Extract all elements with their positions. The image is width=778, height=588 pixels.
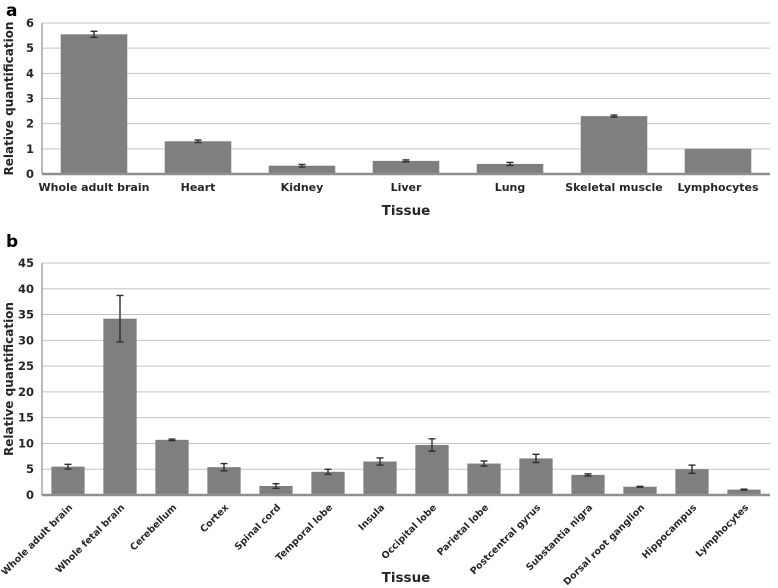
bar [623, 486, 657, 495]
bar [727, 489, 761, 495]
y-tick-label: 5 [26, 41, 34, 55]
category-label: Lymphocytes [677, 181, 759, 194]
y-axis-title: Relative quantification [2, 302, 16, 456]
y-tick-label: 3 [26, 92, 34, 106]
x-axis-title: Tissue [382, 570, 431, 586]
category-label: Cerebellum [128, 502, 179, 553]
category-label: Spinal cord [233, 502, 283, 552]
category-label: Skeletal muscle [565, 181, 663, 194]
panel-b: 0 5 10 15 20 25 30 35 40 45 Whole adult brain Whole… [0, 232, 778, 588]
category-label: Lung [495, 181, 526, 194]
y-tick-label: 1 [26, 142, 34, 156]
y-tick-label: 6 [26, 16, 34, 30]
bar-chart-panel-a: 0 1 2 3 4 5 6 Whole adult brain Heart Kidney Liver… [2, 1, 770, 219]
y-axis-title: Relative quantification [2, 22, 16, 176]
x-axis-title: Tissue [382, 203, 431, 219]
bar [571, 474, 605, 495]
category-label: Heart [181, 181, 216, 194]
bar [684, 148, 752, 174]
category-label: Lymphocytes [694, 502, 752, 560]
bar [363, 461, 397, 495]
bar [580, 116, 648, 174]
bar [155, 439, 189, 495]
bar [476, 163, 544, 174]
bar [103, 318, 137, 495]
panel-letter: b [6, 232, 18, 252]
bar [207, 467, 241, 495]
y-tick-label: 40 [18, 282, 34, 296]
bar [372, 160, 440, 174]
y-tick-label: 35 [18, 308, 34, 322]
panel-letter: a [6, 1, 17, 21]
category-label: Temporal lobe [274, 502, 335, 563]
bar [164, 141, 232, 174]
category-label: Insula [356, 502, 387, 533]
y-tick-label: 2 [26, 117, 34, 131]
category-label: Hippocampus [640, 502, 699, 561]
category-label: Liver [391, 181, 422, 194]
y-tick-label: 0 [26, 167, 34, 181]
y-tick-label: 15 [18, 411, 34, 425]
y-tick-label: 20 [18, 385, 34, 399]
y-tick-label: 10 [18, 436, 34, 450]
bar [259, 485, 293, 495]
bar [519, 458, 553, 495]
bar [51, 466, 85, 495]
category-label: Occipital lobe [380, 502, 440, 562]
y-tick-label: 5 [26, 462, 34, 476]
bar [311, 471, 345, 495]
bar [415, 444, 449, 495]
category-label: Parietal lobe [435, 502, 491, 558]
y-tick-label: 45 [18, 256, 34, 270]
panel-a: 0 1 2 3 4 5 6 Whole adult brain Heart Kidney Liver… [0, 0, 778, 232]
category-label: Cortex [198, 502, 231, 535]
y-tick-label: 25 [18, 359, 34, 373]
y-tick-label: 0 [26, 488, 34, 502]
bar [60, 34, 128, 175]
category-label: Whole adult brain [39, 181, 150, 194]
y-tick-label: 30 [18, 333, 34, 347]
bar [268, 165, 336, 174]
category-label: Kidney [281, 181, 324, 194]
y-tick-label: 4 [26, 66, 34, 80]
bar [467, 463, 501, 495]
